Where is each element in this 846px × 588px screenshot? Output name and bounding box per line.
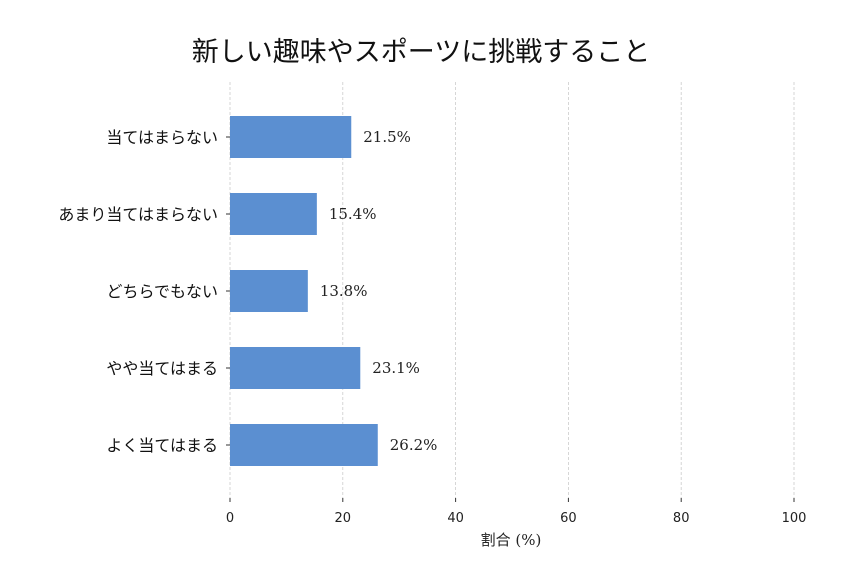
bar [230, 424, 378, 466]
x-tick-label: 20 [335, 511, 352, 526]
x-axis-label: 割合 (%) [481, 531, 542, 549]
x-axis-ticks: 0 20 40 60 80 100 [226, 498, 807, 526]
data-label: 13.8% [320, 282, 368, 300]
bar [230, 270, 308, 312]
data-label: 23.1% [372, 359, 420, 377]
data-label: 15.4% [329, 205, 377, 223]
bars [230, 116, 378, 466]
x-tick-label: 100 [782, 511, 807, 526]
x-tick-label: 40 [447, 511, 464, 526]
x-tick-label: 80 [673, 511, 690, 526]
data-label: 26.2% [390, 436, 438, 454]
chart-title: 新しい趣味やスポーツに挑戦すること [192, 37, 650, 68]
x-tick-label: 60 [560, 511, 577, 526]
data-labels: 21.5% 15.4% 13.8% 23.1% 26.2% [320, 128, 438, 454]
category-label: 当てはまらない [106, 128, 218, 147]
category-label: あまり当てはまらない [58, 205, 218, 224]
category-label: よく当てはまる [106, 436, 218, 455]
data-label: 21.5% [363, 128, 411, 146]
x-tick-label: 0 [226, 511, 234, 526]
category-label: どちらでもない [106, 282, 218, 301]
bar [230, 116, 352, 158]
bar [230, 347, 361, 389]
category-label: やや当てはまる [106, 359, 218, 378]
bar [230, 193, 317, 235]
